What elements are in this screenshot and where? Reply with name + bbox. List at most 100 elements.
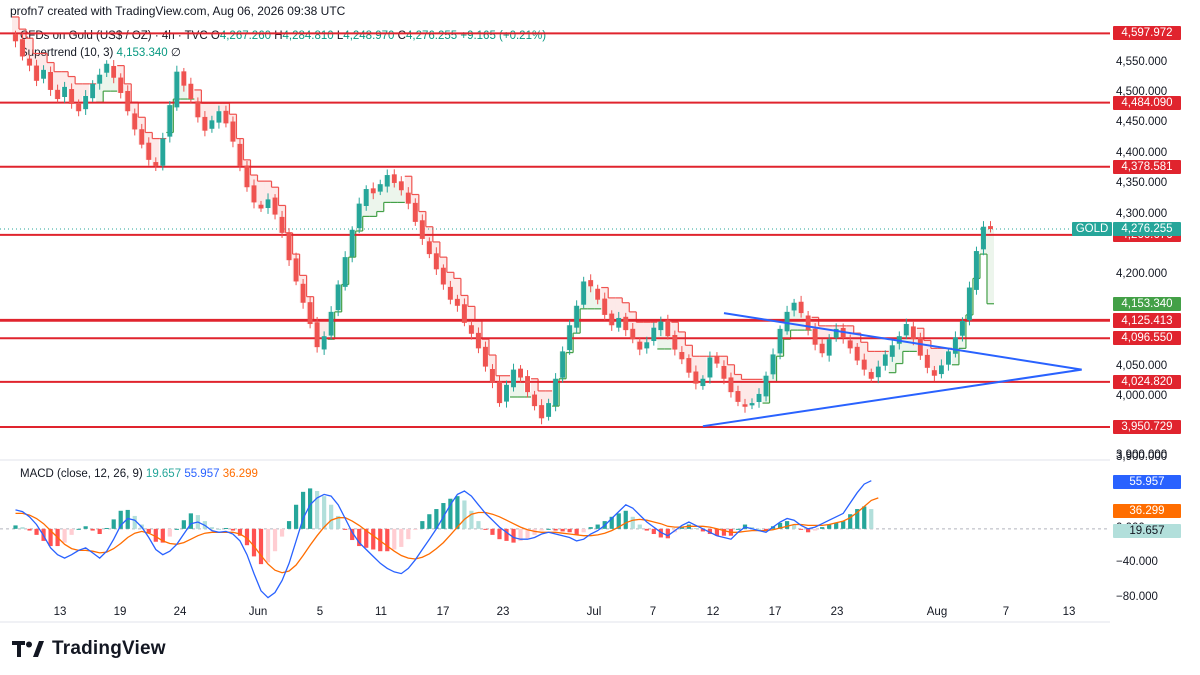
time-tick-label: 5 [316,606,324,618]
macd-histogram-bar [293,504,299,529]
supertrend-fill-segment [587,286,595,309]
candle-body [118,77,124,93]
time-tick-label: 23 [830,606,844,618]
candle-body [763,375,769,397]
macd-value-tag: 55.957 [1113,474,1181,489]
macd-histogram-bar [644,528,649,531]
supertrend-fill-segment [930,348,938,376]
macd-histogram-bar [371,528,376,550]
candle-body [602,298,608,315]
macd-histogram-bar [181,520,186,529]
candle-body [945,351,951,365]
supertrend-fill-segment [12,16,20,42]
candle-body [279,216,285,233]
candle-body [679,351,685,360]
candle-body [202,116,208,131]
macd-histogram-bar [308,488,313,529]
macd-histogram-bar [714,528,720,536]
candle-body [525,376,531,393]
macd-histogram-bar [455,496,460,529]
candle-body [356,203,362,229]
macd-histogram-bar [146,528,151,534]
candle-body [90,83,96,99]
supertrend-fill-segment [397,190,405,203]
macd-histogram-bar [813,528,818,531]
supertrend-fill-segment [741,379,749,407]
macd-histogram-bar [721,528,727,536]
macd-histogram-bar [791,524,797,529]
time-tick-label: 19 [113,606,127,618]
macd-histogram-bar [707,528,713,535]
time-tick-label: 11 [375,606,387,618]
signal-value-tag: 36.299 [1113,503,1181,518]
candle-body [833,328,839,338]
candle-body [160,138,166,166]
macd-histogram-bar [553,528,558,531]
macd-histogram-bar [749,527,755,529]
candle-body [981,226,986,250]
tradingview-logo[interactable]: TradingView [12,638,166,660]
candle-body [658,321,664,331]
macd-histogram-bar [357,528,362,547]
macd-histogram-bar [97,528,102,535]
supertrend-fill-segment [678,331,686,360]
candle-body [553,378,559,406]
candle-body [307,302,313,325]
candle-body [20,39,25,57]
macd-histogram-bar [399,528,404,547]
macd-histogram-bar [560,528,565,532]
candle-body [707,357,713,378]
supertrend-fill [12,16,994,419]
supertrend-fill-segment [874,351,882,367]
macd-histogram-bar [188,513,193,529]
macd-histogram-bar [90,528,95,531]
candle-body [363,189,369,206]
candle-body [728,377,734,393]
candle-body [195,101,201,118]
macd-histogram-bar [413,528,418,530]
candle-body [581,281,587,305]
candle-body [791,302,797,311]
candle-body [532,394,538,407]
macd-histogram-bar [118,510,123,529]
level-price-tag: 4,096.550 [1113,331,1181,346]
macd-histogram-bar [83,526,88,529]
supertrend-fill-segment [180,85,188,100]
macd-histogram-bar [784,521,790,529]
candle-body [518,368,523,378]
macd-histogram-bar [658,528,663,538]
candle-body [83,96,89,110]
candle-body [560,351,566,378]
candle-body [342,257,348,287]
price-tick-label: 4,550.000 [1116,55,1168,68]
macd-histogram-bar [272,528,278,552]
candle-body [251,185,257,203]
candle-body [440,267,446,285]
time-tick-label: 17 [768,606,782,618]
candle-body [139,129,145,145]
candle-body [48,72,54,90]
macd-histogram-bar [504,528,509,541]
macd-histogram-bar [476,521,481,529]
macd-histogram-bar [834,522,839,529]
supertrend-fill-segment [636,322,644,350]
macd-histogram-bar [104,527,109,529]
macd-histogram-bar [806,528,811,533]
price-tick-label: 4,200.000 [1116,268,1168,281]
macd-histogram-bar [160,528,165,543]
candle-body [475,332,481,349]
supertrend-line [12,16,994,407]
macd-histogram-bar [216,528,222,530]
level-price-tag: 4,378.581 [1113,159,1181,174]
time-tick-label: Aug [926,606,948,618]
macd-histogram-bar [258,528,264,565]
macd-histogram-bar [848,514,853,529]
triangle-pattern [702,312,1082,428]
candle-body [132,113,138,130]
candle-body [861,359,867,370]
candle-body [812,328,818,345]
macd-histogram-bar [27,528,32,531]
candle-body [868,372,874,379]
candle-body [237,143,243,166]
